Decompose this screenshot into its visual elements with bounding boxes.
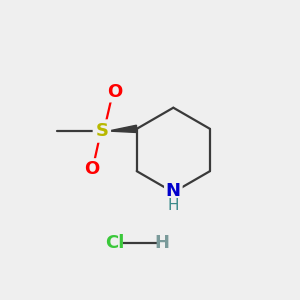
- Text: N: N: [166, 182, 181, 200]
- Text: H: H: [168, 198, 179, 213]
- Text: H: H: [154, 234, 169, 252]
- Text: O: O: [107, 83, 123, 101]
- Polygon shape: [108, 125, 137, 133]
- Text: S: S: [95, 122, 108, 140]
- Text: Cl: Cl: [105, 234, 125, 252]
- Text: O: O: [84, 160, 99, 178]
